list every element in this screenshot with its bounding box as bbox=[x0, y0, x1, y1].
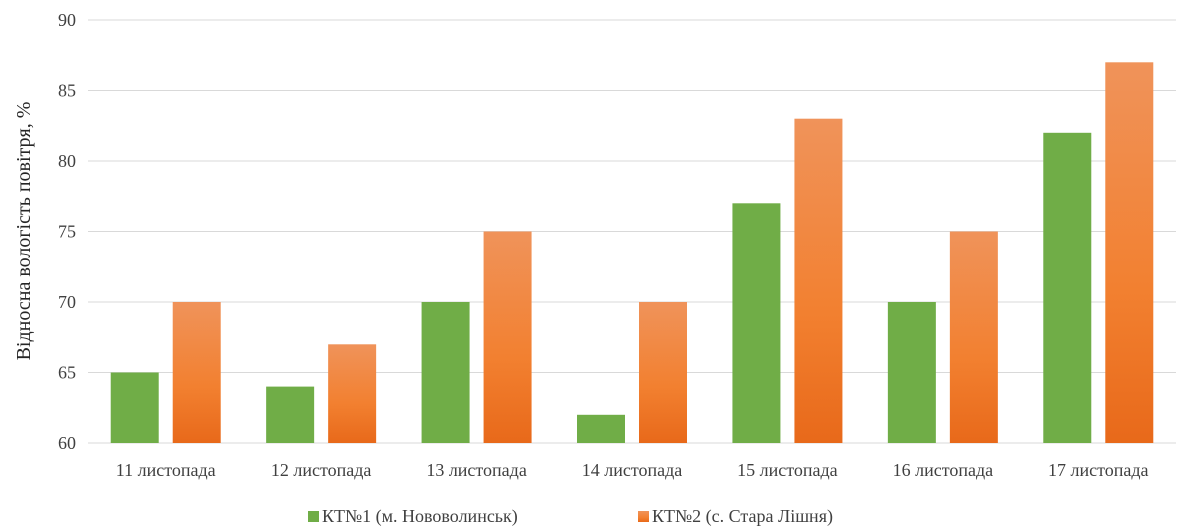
y-tick-label: 80 bbox=[58, 151, 76, 171]
y-axis-title: Відносна вологість повітря, % bbox=[13, 102, 35, 361]
y-tick-label: 90 bbox=[58, 10, 76, 30]
x-tick-label: 15 листопада bbox=[737, 460, 838, 480]
x-axis-tick-labels: 11 листопада 12 листопада 13 листопада 14 л… bbox=[116, 460, 1149, 480]
gridlines bbox=[88, 19, 1176, 444]
y-axis-tick-labels: 60 65 70 75 80 85 90 bbox=[58, 10, 76, 453]
bar-series-2 bbox=[1105, 62, 1154, 444]
legend-label: КТ№1 (м. Нововолинськ) bbox=[322, 506, 518, 527]
x-tick-label: 16 листопада bbox=[893, 460, 994, 480]
bar-series-1 bbox=[421, 302, 470, 443]
x-tick-label: 14 листопада bbox=[582, 460, 683, 480]
bar-series-1 bbox=[732, 203, 781, 443]
bars bbox=[110, 62, 1154, 444]
bar-series-2 bbox=[328, 344, 377, 443]
bar-series-2 bbox=[483, 231, 532, 443]
legend-swatch bbox=[638, 511, 649, 522]
x-tick-label: 11 листопада bbox=[116, 460, 216, 480]
bar-series-1 bbox=[1043, 132, 1092, 444]
x-tick-label: 17 листопада bbox=[1048, 460, 1149, 480]
y-tick-label: 60 bbox=[58, 433, 76, 453]
y-tick-label: 75 bbox=[58, 222, 76, 242]
bar-series-2 bbox=[639, 302, 687, 443]
y-tick-label: 85 bbox=[58, 81, 76, 101]
y-tick-label: 70 bbox=[58, 292, 76, 312]
legend-swatch bbox=[308, 511, 319, 522]
bar-series-1 bbox=[577, 414, 625, 443]
bar-series-1 bbox=[887, 302, 936, 443]
y-tick-label: 65 bbox=[58, 363, 76, 383]
bar-series-2 bbox=[794, 118, 843, 443]
bar-series-2 bbox=[172, 302, 221, 443]
bar-series-2 bbox=[949, 231, 998, 443]
legend-label: КТ№2 (с. Стара Лішня) bbox=[652, 506, 833, 527]
x-tick-label: 12 листопада bbox=[271, 460, 372, 480]
legend: КТ№1 (м. Нововолинськ) КТ№2 (с. Стара Ліш… bbox=[308, 506, 833, 527]
bar-series-1 bbox=[110, 372, 159, 443]
bar-series-1 bbox=[266, 386, 315, 443]
x-tick-label: 13 листопада bbox=[426, 460, 527, 480]
